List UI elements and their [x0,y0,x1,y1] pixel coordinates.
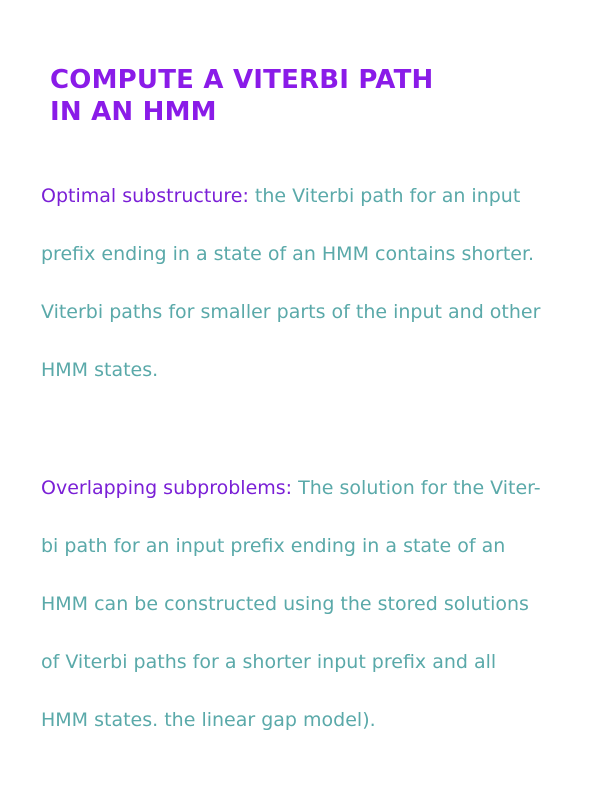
paragraph-optimal-substructure: Optimal substructure: the Viterbi path f… [41,167,571,399]
paragraph-overlapping-subproblems: Overlapping subproblems: The solution fo… [41,459,571,749]
paragraph-line: bi path for an input prefix ending in a … [41,535,506,557]
term-label: Overlapping subproblems: [41,477,293,499]
paragraph-line: Overlapping subproblems: The solution fo… [41,459,571,517]
paragraph-text: The solution for the Viter- [292,477,541,499]
paragraph-line: HMM states. [41,359,159,381]
paragraph-line: of Viterbi paths for a shorter input pre… [41,651,497,673]
paragraph-line: Optimal substructure: the Viterbi path f… [41,167,571,225]
paragraph-line: HMM states. the linear gap model). [41,709,376,731]
term-label: Optimal substructure: [41,185,249,207]
paragraph-line: prefix ending in a state of an HMM conta… [41,243,535,265]
paragraph-line: Viterbi paths for smaller parts of the i… [41,301,541,323]
page-title: COMPUTE A VITERBI PATH IN AN HMM [50,64,570,128]
paragraph-text: the Viterbi path for an input [248,185,521,207]
paragraph-line: HMM can be constructed using the stored … [41,593,529,615]
title-line-1: COMPUTE A VITERBI PATH [50,65,434,95]
title-line-2: IN AN HMM [50,97,217,127]
